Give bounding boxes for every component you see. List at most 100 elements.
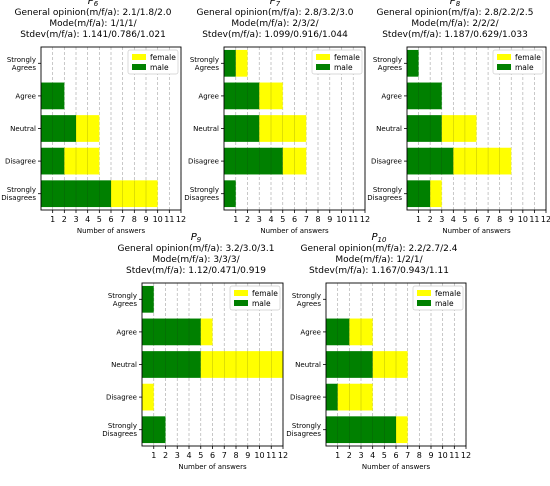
y-tick-label: Agrees bbox=[297, 300, 322, 308]
bar-female bbox=[76, 115, 100, 142]
x-tick-label: 12 bbox=[360, 215, 370, 224]
y-tick-label: Agree bbox=[116, 328, 137, 336]
bar-male bbox=[407, 180, 431, 208]
bar-female bbox=[111, 180, 158, 208]
y-tick-label: Disagree bbox=[188, 158, 219, 166]
x-tick-label: 11 bbox=[449, 451, 459, 460]
bar-male bbox=[224, 180, 236, 208]
legend-label-female: female bbox=[334, 53, 360, 62]
chart-title-subscript: 9 bbox=[197, 236, 202, 244]
x-tick-label: 11 bbox=[529, 215, 539, 224]
x-tick-label: 9 bbox=[509, 215, 514, 224]
bar-female bbox=[337, 383, 373, 411]
y-tick-label: Disagree bbox=[106, 394, 137, 402]
x-tick-label: 7 bbox=[222, 451, 227, 460]
x-tick-label: 11 bbox=[164, 215, 174, 224]
bar-male bbox=[326, 318, 350, 346]
y-tick-label: Strongly bbox=[292, 292, 321, 300]
x-tick-label: 10 bbox=[336, 215, 346, 224]
legend-swatch-male bbox=[234, 300, 248, 306]
x-tick-label: 2 bbox=[347, 451, 352, 460]
legend-swatch-female bbox=[497, 54, 511, 60]
y-tick-label: Neutral bbox=[376, 125, 402, 133]
x-axis-label: Number of answers bbox=[260, 227, 329, 235]
chart-title-line: Mode(m/f/a): 2/3/2/ bbox=[231, 19, 319, 29]
y-tick-label: Neutral bbox=[295, 361, 321, 369]
x-tick-label: 2 bbox=[245, 215, 250, 224]
y-tick-label: Disagree bbox=[5, 158, 36, 166]
x-tick-label: 4 bbox=[451, 215, 456, 224]
chart-title-subscript: 6 bbox=[94, 0, 99, 8]
x-axis-label: Number of answers bbox=[362, 463, 431, 471]
legend-label-male: male bbox=[150, 63, 169, 72]
x-tick-label: 10 bbox=[254, 451, 264, 460]
x-tick-label: 5 bbox=[382, 451, 387, 460]
y-tick-label: Agree bbox=[381, 92, 402, 100]
x-tick-label: 1 bbox=[335, 451, 340, 460]
bar-male bbox=[224, 147, 283, 175]
x-tick-label: 8 bbox=[233, 451, 238, 460]
x-tick-label: 10 bbox=[438, 451, 448, 460]
bar-female bbox=[372, 351, 408, 378]
bar-male bbox=[142, 285, 154, 313]
legend-swatch-female bbox=[417, 290, 431, 296]
chart-title-line: General opinion(m/f/a): 2.2/2.7/2.4 bbox=[301, 244, 458, 254]
x-tick-label: 8 bbox=[497, 215, 502, 224]
x-tick-label: 10 bbox=[518, 215, 528, 224]
y-tick-label: Strongly bbox=[190, 56, 219, 64]
x-tick-label: 4 bbox=[85, 215, 90, 224]
x-tick-label: 6 bbox=[292, 215, 297, 224]
bar-female bbox=[282, 147, 307, 175]
chart-title-line: Stdev(m/f/a): 1.12/0.471/0.919 bbox=[126, 266, 266, 276]
y-tick-label: Agrees bbox=[378, 64, 403, 72]
bar-male bbox=[142, 351, 201, 378]
chart-title-line: General opinion(m/f/a): 2.8/2.2/2.5 bbox=[377, 8, 534, 18]
x-tick-label: 12 bbox=[176, 215, 186, 224]
chart-title-line: Mode(m/f/a): 1/1/1/ bbox=[49, 19, 137, 29]
chart-title-line: Stdev(m/f/a): 1.141/0.786/1.021 bbox=[20, 30, 166, 40]
legend-label-male: male bbox=[334, 63, 353, 72]
bar-male bbox=[142, 416, 166, 444]
legend-swatch-female bbox=[234, 290, 248, 296]
y-tick-label: Strongly bbox=[108, 422, 137, 430]
x-tick-label: 9 bbox=[428, 451, 433, 460]
y-tick-label: Disagrees bbox=[1, 194, 36, 202]
legend-label-female: female bbox=[252, 289, 278, 298]
chart-title-line: Stdev(m/f/a): 1.167/0.943/1.11 bbox=[309, 266, 449, 276]
y-tick-label: Strongly bbox=[7, 186, 36, 194]
x-tick-label: 7 bbox=[120, 215, 125, 224]
chart-title-line: General opinion(m/f/a): 3.2/3.0/3.1 bbox=[118, 244, 275, 254]
bar-male bbox=[407, 115, 442, 142]
bar-male bbox=[142, 318, 201, 346]
x-tick-label: 12 bbox=[541, 215, 550, 224]
x-tick-label: 2 bbox=[428, 215, 433, 224]
chart-title-line: General opinion(m/f/a): 2.8/3.2/3.0 bbox=[197, 8, 354, 18]
bar-male bbox=[407, 82, 442, 110]
x-tick-label: 7 bbox=[486, 215, 491, 224]
chart-title-subscript: 8 bbox=[456, 0, 461, 8]
chart-title-subscript: 7 bbox=[276, 0, 281, 8]
legend-swatch-male bbox=[132, 64, 146, 70]
x-tick-label: 1 bbox=[416, 215, 421, 224]
legend-swatch-male bbox=[417, 300, 431, 306]
x-axis-label: Number of answers bbox=[178, 463, 247, 471]
legend-swatch-female bbox=[316, 54, 330, 60]
bar-male bbox=[326, 351, 373, 378]
x-tick-label: 12 bbox=[278, 451, 288, 460]
chart-title-symbol: P8 bbox=[450, 0, 461, 8]
y-tick-label: Strongly bbox=[7, 56, 36, 64]
x-tick-label: 3 bbox=[175, 451, 180, 460]
y-tick-label: Strongly bbox=[373, 56, 402, 64]
chart-title-line: Stdev(m/f/a): 1.099/0.916/1.044 bbox=[202, 30, 348, 40]
x-tick-label: 8 bbox=[315, 215, 320, 224]
